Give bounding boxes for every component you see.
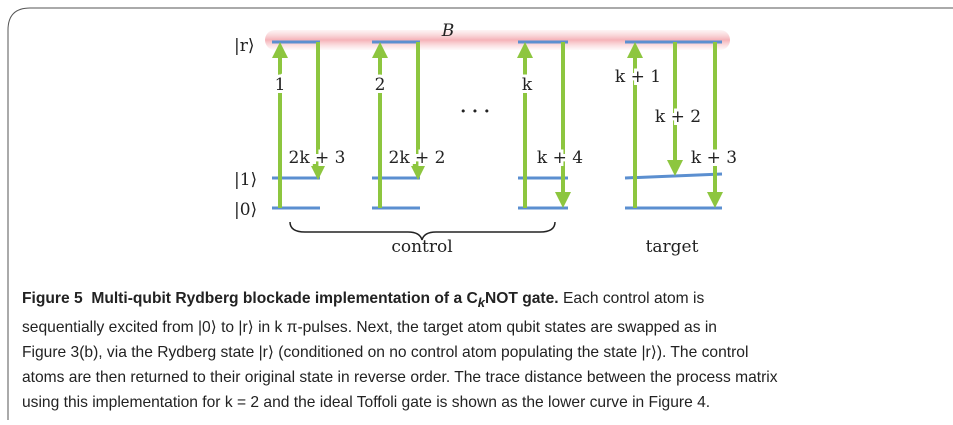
caption-line: sequentially excited from |0⟩ to |r⟩ in … [22,319,717,337]
pulse-label: 2k + 3 [289,148,346,168]
pulse-label: k + 4 [537,148,583,168]
caption-line: Figure 5 Multi-qubit Rydberg blockade im… [22,286,778,315]
blockade-glow [265,30,730,50]
pulse-label: k + 1 [615,67,661,87]
caption-line: Figure 3(b), via the Rydberg state |r⟩ (… [22,344,749,362]
control-brace [289,221,556,241]
caption-line: atoms are then returned to their origina… [22,369,778,387]
frame [7,7,953,420]
pulse-label: 2k + 2 [389,148,446,168]
level-label: |r⟩ [234,36,255,56]
caption-title: Multi-qubit Rydberg blockade implementat… [91,290,559,311]
pulse-label: 1 [275,75,286,95]
caption: Figure 5 Multi-qubit Rydberg blockade im… [22,286,778,415]
pulse-label: k [522,75,533,95]
caption-line: using this implementation for k = 2 and … [22,394,711,412]
pulse-arrows [272,42,723,208]
pulse-label: k + 3 [691,148,737,168]
blockade-label: B [441,21,455,41]
title-part: Multi-qubit Rydberg blockade implementat… [91,290,478,307]
pulse-label: k + 2 [655,107,701,127]
caption-text: Each control atom is [562,290,705,307]
title-part: NOT gate. [484,290,559,307]
group-label: control [391,237,452,257]
level-label: |0⟩ [234,200,257,220]
levels [272,40,723,210]
ellipsis: · · · [460,102,490,122]
figure-label: Figure 5 [22,290,83,307]
group-label: target [646,237,699,257]
level-label: |1⟩ [234,170,257,190]
title-subscript: k [477,295,485,311]
pulse-label: 2 [375,75,386,95]
